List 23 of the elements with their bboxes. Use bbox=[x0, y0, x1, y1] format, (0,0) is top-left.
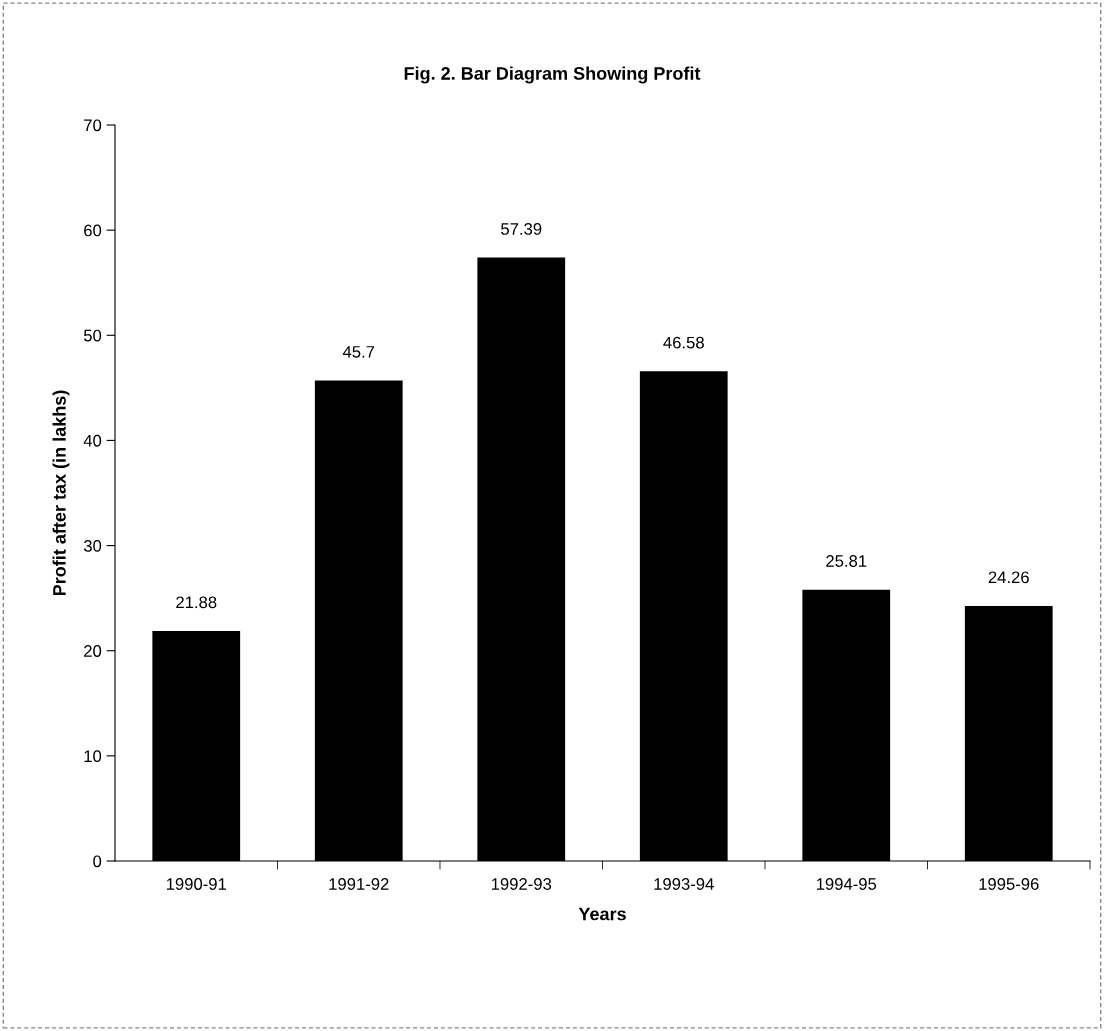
y-tick-label: 70 bbox=[84, 119, 102, 132]
y-tick-label: 60 bbox=[84, 224, 102, 237]
y-tick-label: 10 bbox=[84, 750, 102, 763]
x-tick-label: 1995-96 bbox=[979, 878, 1039, 890]
y-axis-title: Profit after tax (in lakhs) bbox=[52, 390, 70, 596]
y-tick-label: 0 bbox=[93, 855, 102, 868]
x-tick-label: 1990-91 bbox=[166, 878, 227, 890]
x-axis-title: Years bbox=[578, 907, 626, 921]
y-tick-label: 30 bbox=[83, 539, 102, 552]
data-label: 25.81 bbox=[826, 555, 867, 567]
chart-title: Fig. 2. Bar Diagram Showing Profit bbox=[404, 66, 701, 84]
x-tick-label: 1994-95 bbox=[816, 878, 877, 890]
data-label: 46.58 bbox=[663, 336, 704, 349]
y-tick-label: 50 bbox=[83, 329, 102, 342]
data-label: 57.39 bbox=[501, 223, 542, 235]
x-tick-label: 1991-92 bbox=[329, 878, 389, 890]
y-tick-label: 20 bbox=[84, 645, 102, 657]
data-label: 21.88 bbox=[176, 596, 217, 609]
data-label: 24.26 bbox=[988, 571, 1029, 584]
y-tick-label: 40 bbox=[83, 434, 102, 447]
x-tick-label: 1992-93 bbox=[491, 878, 552, 890]
data-label: 45.7 bbox=[342, 346, 375, 358]
x-tick-label: 1993-94 bbox=[654, 878, 714, 890]
